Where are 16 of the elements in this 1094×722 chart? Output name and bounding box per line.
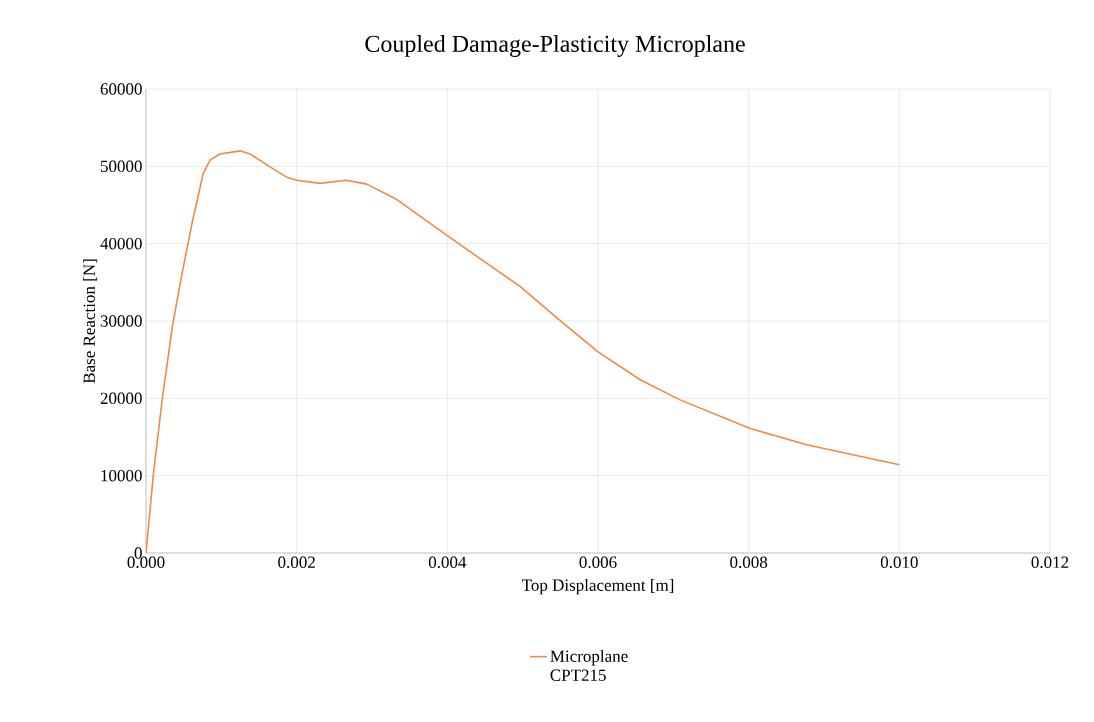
y-tick-label: 40000 (100, 237, 142, 250)
y-tick-label: 30000 (100, 315, 142, 327)
x-tick-label: 0.006 (579, 556, 617, 569)
x-tick-label: 0.002 (278, 556, 315, 569)
x-tick-label: 0.004 (428, 556, 467, 569)
y-tick-label: 60000 (100, 83, 142, 95)
x-axis-title: Top Displacement [m] (521, 578, 674, 595)
x-tick-label: 0.008 (730, 556, 768, 569)
chart-title: Coupled Damage-Plasticity Microplane (365, 35, 745, 57)
x-tick-label: 0.012 (1031, 556, 1069, 569)
x-tick-label: 0.010 (880, 556, 918, 569)
y-tick-label: 50000 (100, 160, 142, 173)
y-tick-label: 10000 (101, 469, 142, 482)
y-axis-title: Base Reaction [N] (83, 259, 98, 384)
y-tick-label: 20000 (100, 392, 142, 405)
legend-label: Microplane CPT215 (550, 649, 628, 681)
